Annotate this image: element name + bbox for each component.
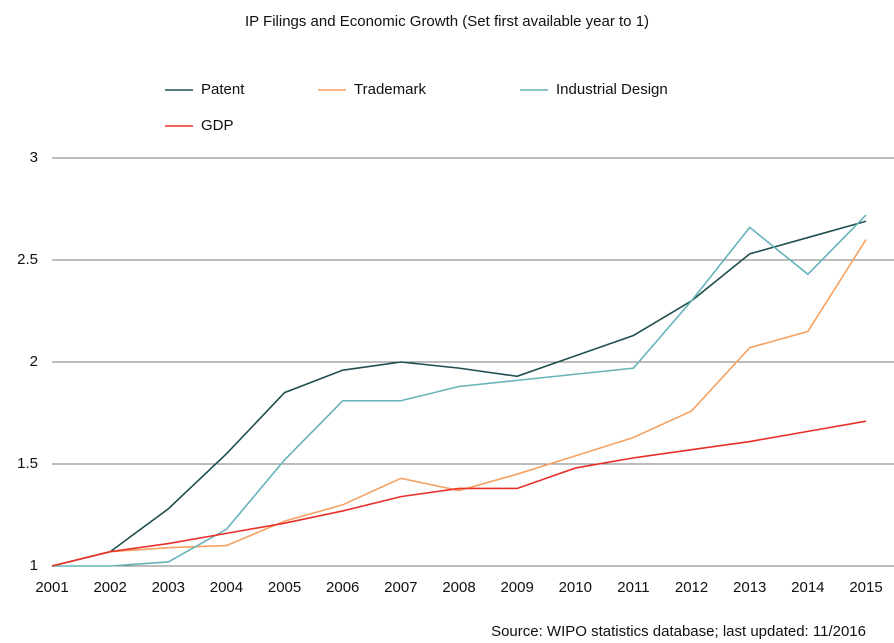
- x-tick-label: 2014: [791, 579, 824, 596]
- series-line: [51, 220, 867, 567]
- legend-label: GDP: [201, 117, 234, 134]
- x-tick-label: 2009: [500, 579, 533, 596]
- y-tick-label: 1.5: [17, 455, 38, 472]
- x-tick-label: 2015: [849, 579, 882, 596]
- x-tick-label: 2012: [675, 579, 708, 596]
- x-tick-label: 2003: [152, 579, 185, 596]
- x-tick-label: 2007: [384, 579, 417, 596]
- x-tick-label: 2004: [210, 579, 243, 596]
- y-tick-label: 1: [30, 557, 38, 574]
- y-tick-label: 3: [30, 149, 38, 166]
- y-tick-label: 2: [30, 353, 38, 370]
- x-tick-label: 2011: [617, 579, 649, 596]
- y-tick-label: 2.5: [17, 251, 38, 268]
- legend-label: Patent: [201, 81, 245, 98]
- series-line: [51, 239, 867, 567]
- x-tick-label: 2008: [442, 579, 475, 596]
- series-line: [51, 420, 867, 567]
- legend-label: Trademark: [354, 81, 426, 98]
- x-tick-label: 2010: [559, 579, 592, 596]
- series-line: [52, 214, 867, 567]
- x-tick-label: 2006: [326, 579, 359, 596]
- source-note: Source: WIPO statistics database; last u…: [491, 623, 866, 640]
- chart-title: IP Filings and Economic Growth (Set firs…: [245, 13, 649, 30]
- x-tick-label: 2013: [733, 579, 766, 596]
- x-tick-label: 2002: [93, 579, 126, 596]
- x-tick-label: 2005: [268, 579, 301, 596]
- legend-label: Industrial Design: [556, 81, 668, 98]
- x-tick-label: 2001: [35, 579, 68, 596]
